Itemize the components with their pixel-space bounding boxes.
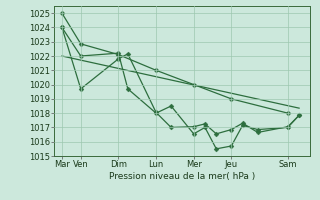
X-axis label: Pression niveau de la mer( hPa ): Pression niveau de la mer( hPa ) (109, 172, 256, 181)
